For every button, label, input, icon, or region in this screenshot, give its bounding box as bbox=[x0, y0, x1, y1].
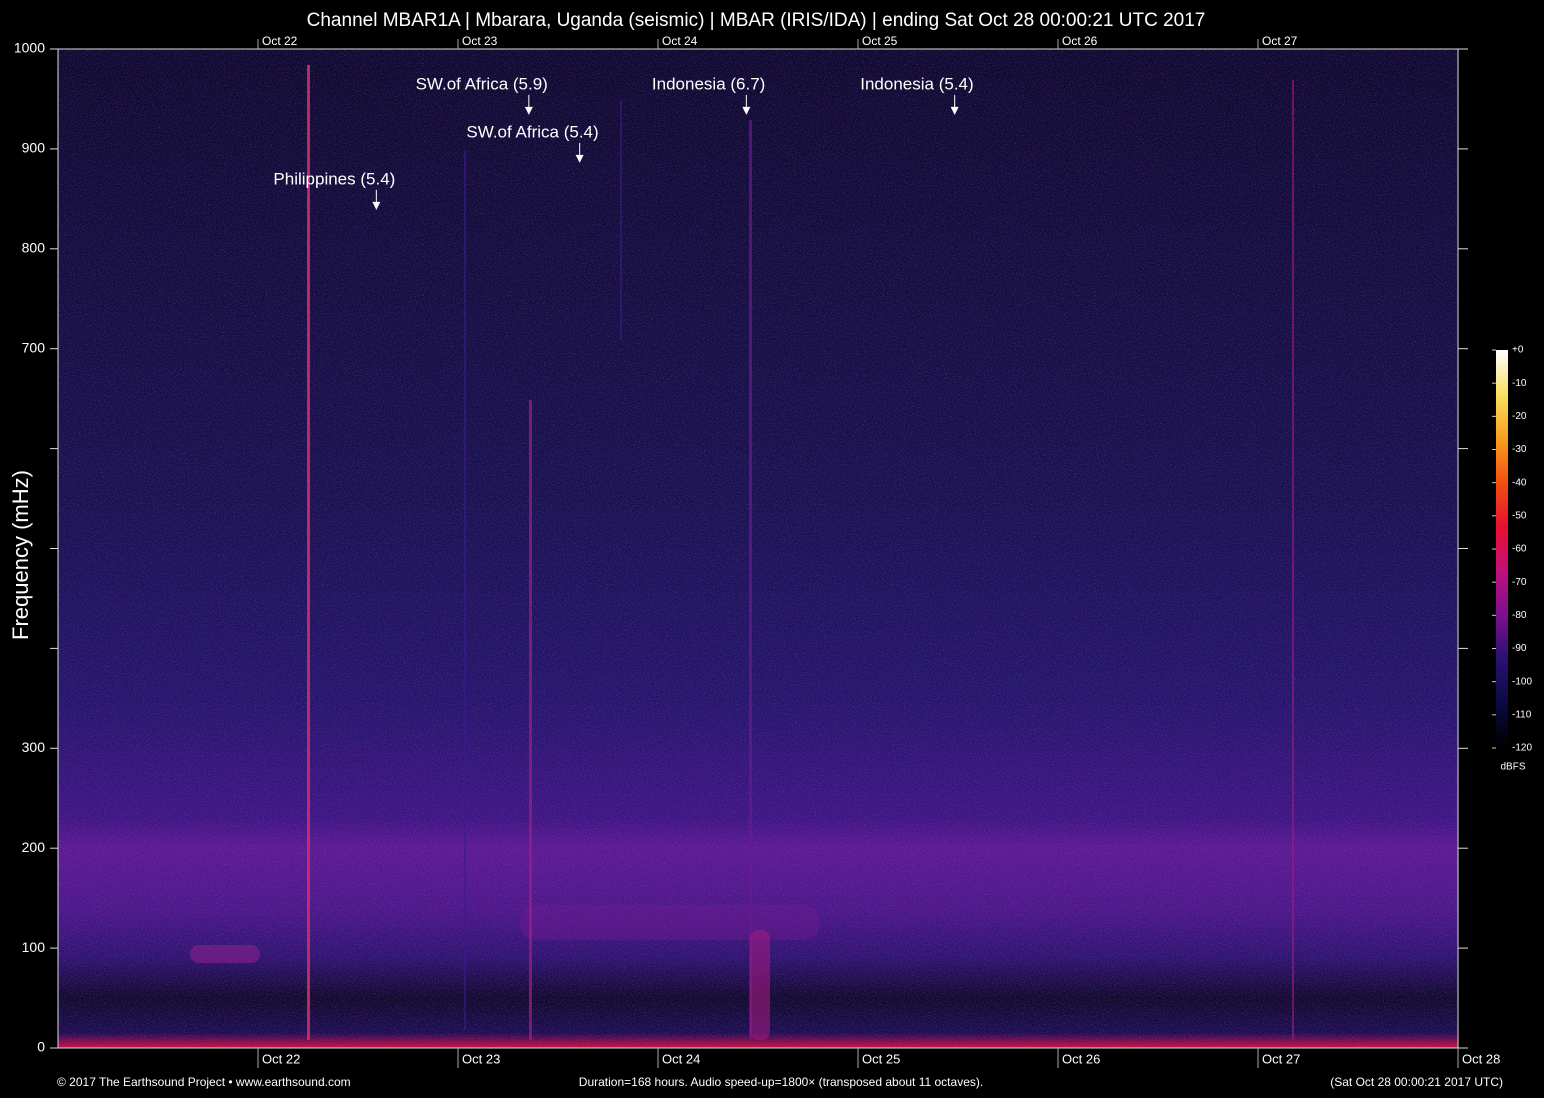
spectrogram-streak bbox=[529, 400, 532, 1040]
colorbar-tick-label: -120 bbox=[1512, 743, 1532, 754]
spectrogram-streak bbox=[750, 930, 770, 1040]
x-tick-label-top: Oct 23 bbox=[462, 34, 498, 48]
event-label: Indonesia (5.4) bbox=[860, 74, 973, 93]
colorbar-label: dBFS bbox=[1500, 762, 1525, 773]
footer-center: Duration=168 hours. Audio speed-up=1800×… bbox=[579, 1075, 983, 1089]
chart-title: Channel MBAR1A | Mbarara, Uganda (seismi… bbox=[307, 10, 1206, 31]
colorbar-tick-label: -110 bbox=[1512, 709, 1532, 720]
colorbar-tick-label: -50 bbox=[1512, 510, 1527, 521]
spectrogram-streak bbox=[307, 65, 310, 1040]
y-tick-label: 300 bbox=[22, 739, 46, 755]
colorbar-tick-label: -90 bbox=[1512, 643, 1527, 654]
x-tick-label-top: Oct 26 bbox=[1062, 34, 1098, 48]
x-tick-label: Oct 27 bbox=[1262, 1051, 1300, 1066]
x-tick-label: Oct 25 bbox=[862, 1051, 900, 1066]
event-annotation: Philippines (5.4) bbox=[273, 169, 395, 210]
event-arrow-head bbox=[950, 106, 959, 115]
x-tick-label-top: Oct 24 bbox=[662, 34, 698, 48]
y-tick-label: 100 bbox=[22, 939, 46, 955]
x-tick-label-top: Oct 22 bbox=[262, 34, 298, 48]
colorbar bbox=[1496, 350, 1508, 748]
event-arrow-head bbox=[575, 154, 584, 163]
spectrogram-streak bbox=[620, 100, 622, 340]
colorbar-tick-label: -20 bbox=[1512, 411, 1527, 422]
colorbar-tick-label: -100 bbox=[1512, 676, 1532, 687]
event-label: Philippines (5.4) bbox=[273, 169, 395, 188]
colorbar-tick-label: -70 bbox=[1512, 577, 1527, 588]
event-arrow-head bbox=[742, 106, 751, 115]
y-tick-label: 200 bbox=[22, 839, 46, 855]
event-annotation: SW.of Africa (5.4) bbox=[466, 122, 599, 163]
y-tick-label: 900 bbox=[22, 140, 46, 156]
x-tick-label-top: Oct 27 bbox=[1262, 34, 1298, 48]
x-tick-label: Oct 22 bbox=[262, 1051, 300, 1066]
x-tick-label: Oct 23 bbox=[462, 1051, 500, 1066]
x-tick-label: Oct 24 bbox=[662, 1051, 700, 1066]
spectrogram-noise bbox=[58, 49, 1458, 1048]
event-annotation: Indonesia (5.4) bbox=[860, 74, 974, 115]
event-label: Indonesia (6.7) bbox=[652, 74, 765, 93]
spectrogram-feature bbox=[190, 945, 260, 963]
event-arrow-head bbox=[372, 201, 381, 210]
colorbar-tick-label: -40 bbox=[1512, 477, 1527, 488]
colorbar-tick-label: +0 bbox=[1512, 345, 1524, 356]
colorbar-tick-label: -10 bbox=[1512, 378, 1527, 389]
colorbar-tick-label: -80 bbox=[1512, 610, 1527, 621]
y-tick-label: 700 bbox=[22, 339, 46, 355]
y-tick-label: 0 bbox=[37, 1039, 45, 1055]
x-tick-label: Oct 28 bbox=[1462, 1051, 1500, 1066]
event-annotation: SW.of Africa (5.9) bbox=[416, 74, 548, 115]
footer-left: © 2017 The Earthsound Project • www.eart… bbox=[57, 1075, 351, 1089]
x-tick-label-top: Oct 25 bbox=[862, 34, 898, 48]
event-label: SW.of Africa (5.4) bbox=[466, 122, 598, 141]
colorbar-tick-label: -30 bbox=[1512, 444, 1527, 455]
event-annotation: Indonesia (6.7) bbox=[652, 74, 765, 115]
y-tick-label: 800 bbox=[22, 240, 46, 256]
y-tick-label: 1000 bbox=[14, 40, 45, 56]
spectrogram-streak bbox=[1292, 80, 1294, 1040]
colorbar-tick-label: -60 bbox=[1512, 544, 1527, 555]
y-axis-label: Frequency (mHz) bbox=[8, 470, 33, 640]
event-arrow-head bbox=[524, 106, 533, 115]
x-tick-label: Oct 26 bbox=[1062, 1051, 1100, 1066]
spectrogram bbox=[58, 49, 1458, 1048]
spectrogram-streak bbox=[464, 150, 466, 1030]
footer-right: (Sat Oct 28 00:00:21 2017 UTC) bbox=[1330, 1075, 1503, 1089]
event-label: SW.of Africa (5.9) bbox=[416, 74, 548, 93]
spectrogram-feature bbox=[520, 905, 820, 940]
spectrogram-streak bbox=[749, 120, 752, 1040]
